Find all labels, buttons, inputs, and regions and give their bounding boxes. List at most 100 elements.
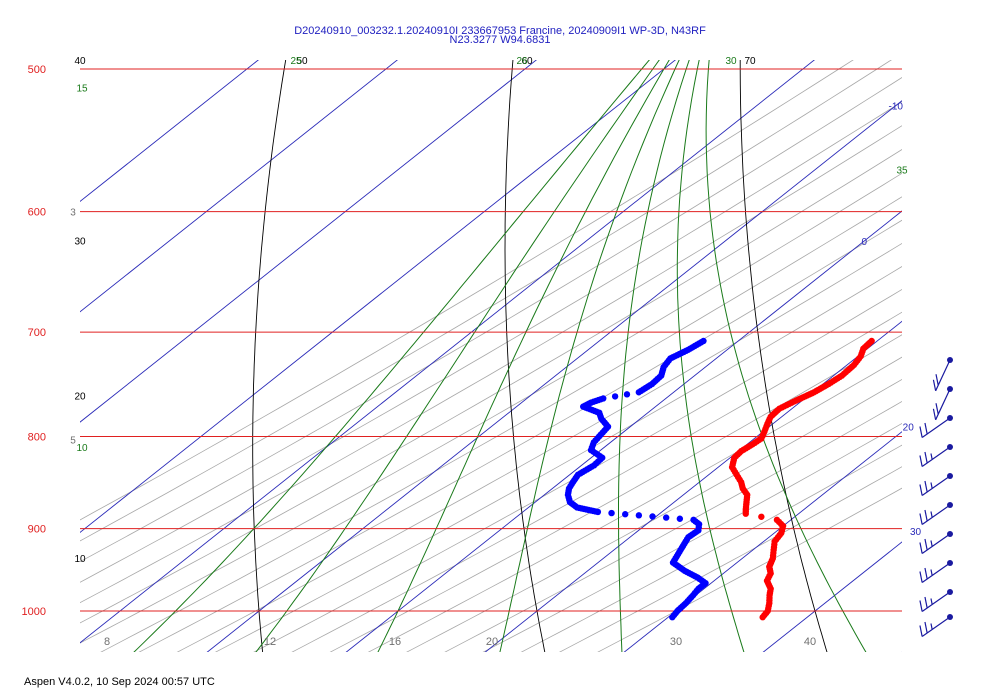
moist-adiabat-line: [618, 60, 690, 652]
wind-barb-flag: [932, 379, 937, 391]
dry-adiabat-line: [739, 60, 828, 652]
mixing-ratio-line: [80, 60, 892, 542]
isotherm-line: [80, 60, 259, 203]
dewpoint-point: [635, 389, 643, 396]
moist-adiabat-label: 25: [290, 56, 302, 67]
wind-barb-flag: [924, 538, 928, 551]
dry-adiabat-label: 30: [74, 237, 86, 248]
wind-barb-flag: [919, 600, 923, 612]
mixing-ratio-line: [291, 311, 902, 652]
dry-adiabat-label: 50: [296, 56, 308, 67]
mixing-ratio-label: 3: [70, 208, 76, 219]
mixing-ratio-line: [214, 266, 902, 652]
wind-barb-flag: [919, 625, 923, 637]
moist-adiabat-label: 35: [896, 165, 908, 176]
dewpoint-point: [649, 513, 656, 520]
wind-barb-flag: [935, 374, 939, 386]
isotherm-label: 20: [903, 423, 915, 434]
isotherm-line: [345, 210, 902, 652]
temperature-tick-label: 16: [389, 636, 401, 648]
temperature-tick-label: 12: [264, 636, 276, 648]
mixing-ratio-label: 5: [70, 435, 76, 446]
wind-barb-flag: [924, 422, 928, 435]
isotherm-line: [762, 541, 902, 652]
mixing-ratio-line: [176, 242, 902, 652]
wind-barb-shaft: [921, 562, 951, 583]
mixing-ratio-line: [80, 125, 902, 604]
wind-barb-flag: [919, 571, 923, 583]
wind-barb-flag: [930, 623, 933, 630]
moist-adiabat-line: [377, 60, 670, 652]
mixing-ratio-line: [80, 60, 854, 521]
isotherm-line: [80, 60, 398, 313]
mixing-ratio-line: [80, 172, 902, 644]
dewpoint-point: [662, 514, 670, 521]
wind-barb-flag: [930, 453, 933, 460]
dry-adiabat-line: [252, 60, 287, 652]
dewpoint-point: [622, 511, 629, 518]
temperature-point: [742, 510, 749, 517]
profiles: [564, 337, 875, 621]
wind-barb-shaft: [921, 475, 951, 496]
wind-barb-flag: [919, 542, 923, 554]
pressure-tick-label: 900: [28, 524, 46, 536]
dewpoint-point: [623, 391, 631, 398]
dewpoint-point: [608, 509, 615, 517]
wind-barb-flag: [924, 567, 928, 580]
wind-barb-shaft: [921, 591, 951, 612]
pressure-tick-label: 1000: [22, 606, 46, 618]
temperature-tick-label: 8: [104, 636, 110, 648]
wind-barb-flag: [930, 511, 933, 518]
chart-title: D20240910_003232.1.20240910I 233667953 F…: [294, 25, 706, 37]
wind-barb-flag: [924, 451, 928, 464]
dry-adiabat-label: 20: [74, 392, 86, 403]
mixing-ratio-line: [597, 487, 902, 652]
labels: 500 600 700 800 900 1000 8 12 16 20 30 40 -10 0 20 30 40…: [22, 56, 922, 648]
mixing-ratio-line: [559, 466, 902, 652]
temperature-tick-label: 30: [670, 636, 682, 648]
temperature-tick-label: 20: [486, 636, 498, 648]
temperature-point: [758, 513, 765, 520]
mixing-ratio-line: [482, 422, 902, 652]
isotherm-line: [80, 60, 815, 644]
dewpoint-point: [669, 614, 676, 621]
pressure-tick-label: 500: [28, 64, 46, 76]
dry-adiabat-label: 70: [744, 56, 756, 67]
mixing-ratio-line: [80, 77, 902, 563]
pressure-tick-label: 700: [28, 327, 46, 339]
grid-lines: [0, 37, 902, 657]
mixing-ratio-line: [520, 444, 902, 652]
software-version-footer: Aspen V4.0.2, 10 Sep 2024 00:57 UTC: [24, 676, 215, 688]
moist-adiabat-label: 30: [725, 56, 737, 67]
wind-barb-flag: [935, 403, 939, 415]
isotherm-label: 0: [861, 237, 867, 248]
mixing-ratio-line: [100, 196, 902, 652]
pressure-tick-label: 600: [28, 207, 46, 219]
isotherm-line: [484, 320, 902, 652]
wind-barb-shaft: [921, 533, 951, 554]
mixing-ratio-line: [253, 288, 902, 652]
mixing-ratio-line: [406, 378, 902, 652]
wind-barb-flag: [919, 455, 923, 467]
pressure-tick-label: 800: [28, 432, 46, 444]
dewpoint-point: [635, 512, 643, 519]
dry-adiabat-line: [0, 37, 64, 657]
moist-adiabat-label: 15: [76, 84, 88, 95]
moist-adiabat-line: [705, 60, 867, 652]
mixing-ratio-line: [80, 101, 902, 583]
temperature-tick-label: 40: [804, 636, 816, 648]
wind-barb-shaft: [921, 446, 951, 467]
temperature-point: [759, 614, 766, 621]
isotherm-line: [206, 100, 902, 652]
moist-adiabat-label: 10: [76, 443, 88, 454]
isotherm-line: [80, 60, 537, 423]
mixing-ratio-line: [367, 356, 902, 652]
wind-barb-flag: [919, 513, 923, 525]
wind-barb-flag: [924, 509, 928, 522]
dewpoint-point: [594, 508, 602, 516]
wind-barb-flag: [930, 540, 933, 547]
moist-adiabat-label: 26: [516, 56, 528, 67]
isotherm-line: [623, 431, 902, 652]
mixing-ratio-line: [444, 401, 902, 652]
